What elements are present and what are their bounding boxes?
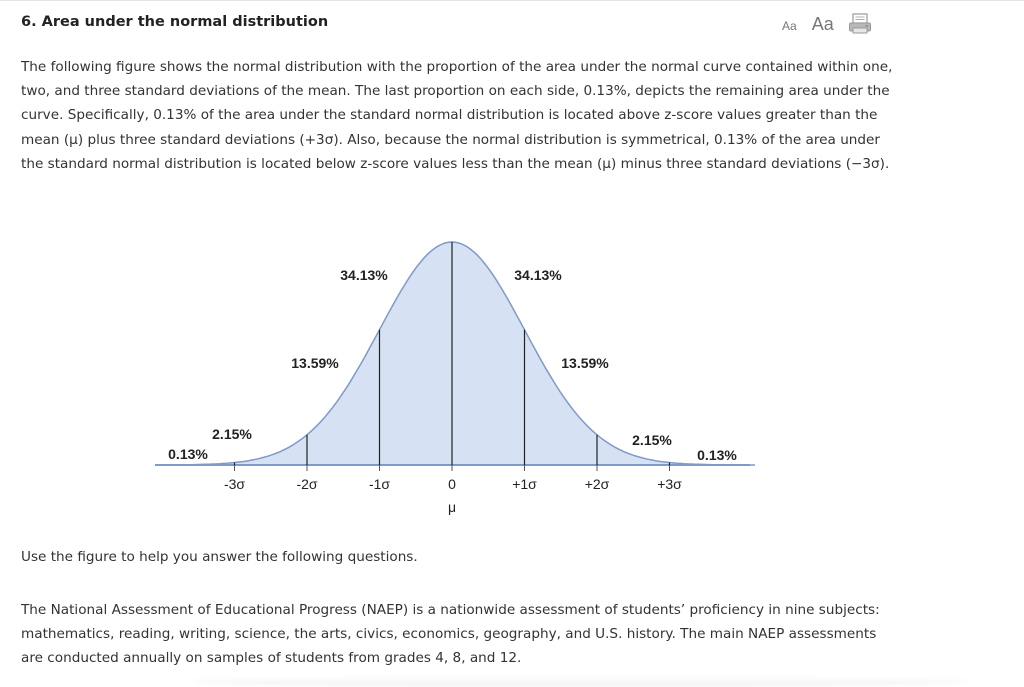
- region-percent-label: 34.13%: [514, 267, 562, 283]
- region-percent-label: 2.15%: [632, 432, 672, 448]
- tick-label: 0: [448, 476, 456, 492]
- region-percent-label: 13.59%: [291, 355, 339, 371]
- tick-label: +3σ: [657, 476, 682, 492]
- tick-label: +2σ: [585, 476, 610, 492]
- tick-label: -2σ: [296, 476, 317, 492]
- intro-paragraph: The following figure shows the normal di…: [21, 59, 893, 172]
- decrease-font-button[interactable]: Aa: [782, 19, 797, 33]
- naep-paragraph: The National Assessment of Educational P…: [21, 602, 880, 667]
- question-title: 6. Area under the normal distribution: [21, 14, 329, 30]
- region-percent-label: 0.13%: [168, 446, 208, 462]
- region-percent-label: 34.13%: [340, 267, 388, 283]
- tick-label: +1σ: [512, 476, 537, 492]
- increase-font-button[interactable]: Aa: [811, 13, 834, 34]
- region-percent-label: 0.13%: [697, 447, 737, 463]
- normal-distribution-figure: -3σ -2σ -1σ 0 +1σ +2σ +3σ μ 0.13% 2.15% 13.59% 34.1…: [155, 232, 755, 527]
- printer-icon[interactable]: [848, 13, 872, 35]
- scroll-shadow: [190, 676, 970, 687]
- mean-symbol-label: μ: [448, 499, 456, 515]
- normal-curve-svg: -3σ -2σ -1σ 0 +1σ +2σ +3σμ0.13%2.15%13.59%34.1…: [155, 241, 755, 515]
- region-percent-label: 2.15%: [212, 426, 252, 442]
- text-size-toolbar: Aa Aa: [782, 12, 872, 36]
- region-percent-label: 13.59%: [561, 355, 609, 371]
- top-divider: [0, 0, 1024, 1]
- use-figure-instruction: Use the figure to help you answer the fo…: [21, 549, 418, 565]
- curve-area-fill: [155, 242, 755, 465]
- tick-label: -1σ: [369, 476, 390, 492]
- tick-label: -3σ: [224, 476, 245, 492]
